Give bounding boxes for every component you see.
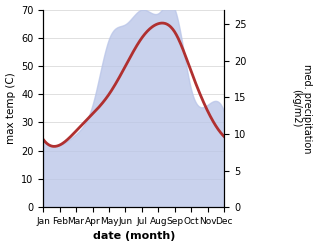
- X-axis label: date (month): date (month): [93, 231, 175, 242]
- Y-axis label: med. precipitation
(kg/m2): med. precipitation (kg/m2): [291, 64, 313, 153]
- Y-axis label: max temp (C): max temp (C): [5, 72, 16, 144]
